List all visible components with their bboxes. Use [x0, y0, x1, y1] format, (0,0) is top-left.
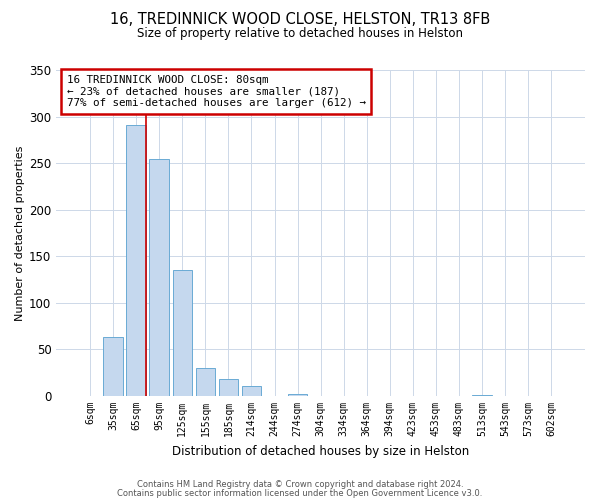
Bar — [173, 270, 192, 396]
Bar — [149, 158, 169, 396]
Bar — [103, 338, 123, 396]
Text: 16 TREDINNICK WOOD CLOSE: 80sqm
← 23% of detached houses are smaller (187)
77% o: 16 TREDINNICK WOOD CLOSE: 80sqm ← 23% of… — [67, 75, 366, 108]
Bar — [196, 368, 215, 396]
Bar — [127, 125, 146, 396]
Text: Contains public sector information licensed under the Open Government Licence v3: Contains public sector information licen… — [118, 489, 482, 498]
X-axis label: Distribution of detached houses by size in Helston: Distribution of detached houses by size … — [172, 444, 469, 458]
Text: Contains HM Land Registry data © Crown copyright and database right 2024.: Contains HM Land Registry data © Crown c… — [137, 480, 463, 489]
Y-axis label: Number of detached properties: Number of detached properties — [15, 146, 25, 320]
Bar — [288, 394, 307, 396]
Text: 16, TREDINNICK WOOD CLOSE, HELSTON, TR13 8FB: 16, TREDINNICK WOOD CLOSE, HELSTON, TR13… — [110, 12, 490, 28]
Bar — [472, 395, 492, 396]
Bar — [218, 380, 238, 396]
Bar — [242, 386, 261, 396]
Text: Size of property relative to detached houses in Helston: Size of property relative to detached ho… — [137, 28, 463, 40]
